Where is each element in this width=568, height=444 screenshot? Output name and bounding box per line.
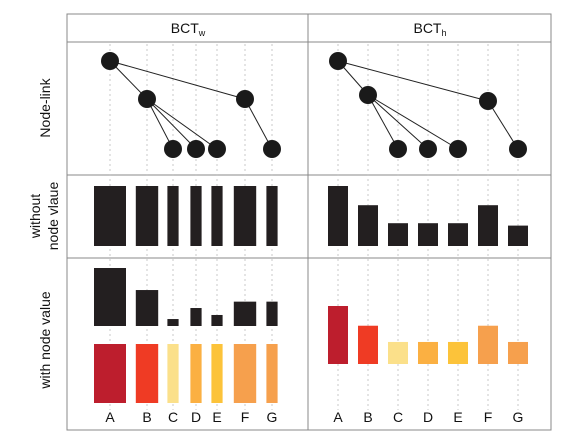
leaf-label-f: F (484, 409, 493, 425)
tree-edge (244, 98, 273, 150)
tree-node-internal-2 (236, 90, 254, 108)
tree-node-e (449, 140, 467, 158)
bar-bcth-color-g (508, 341, 528, 364)
bar-bcth-color-e (448, 341, 468, 364)
bar-bcth-color-f (478, 325, 498, 364)
bar-bctw-color-f (233, 344, 257, 403)
bar-bctw-color-g (266, 344, 278, 403)
row-label-node-link: Node-link (37, 77, 53, 137)
tree-edge (367, 94, 429, 150)
tree-edge (337, 60, 489, 102)
bar-bcth-without-a (328, 186, 348, 246)
bar-bcth-color-b (358, 325, 378, 364)
bar-bcth-without-f (478, 205, 498, 246)
tree-edge (487, 100, 519, 150)
column-header-bctw-subscript: w (198, 28, 206, 38)
column-header-bcth-title: BCT (413, 20, 441, 36)
leaf-label-e: E (453, 409, 462, 425)
bars-bctw-without-value (94, 186, 278, 246)
column-header-bcth-subscript: h (441, 28, 446, 38)
bar-bctw-value-g (266, 301, 278, 326)
leaf-label-b: B (142, 409, 151, 425)
leaf-label-d: D (191, 409, 201, 425)
bars-bctw-with-value (94, 268, 278, 403)
bars-bcth-without-value (328, 186, 528, 246)
bar-bctw-without-a (94, 186, 126, 246)
tree-node-c (389, 140, 407, 158)
bar-bctw-without-b (135, 186, 159, 246)
leaf-label-d: D (423, 409, 433, 425)
tree-edge (146, 98, 218, 150)
tree-node-internal-1 (138, 90, 156, 108)
row-label-without-line1: without (27, 194, 43, 239)
bar-bctw-without-f (233, 186, 257, 246)
bar-bcth-color-c (388, 341, 408, 364)
tree-node-d (419, 140, 437, 158)
bar-bctw-value-e (211, 314, 223, 326)
leaf-label-g: G (513, 409, 524, 425)
leaf-label-c: C (393, 409, 403, 425)
bar-bctw-color-c (167, 344, 179, 403)
bar-bctw-color-a (94, 344, 126, 403)
tree-edge (367, 94, 459, 150)
bar-bctw-value-b (135, 290, 159, 326)
bar-bctw-without-d (190, 186, 202, 246)
bar-bctw-value-f (233, 301, 257, 326)
tree-node-internal-2 (479, 92, 497, 110)
bar-bctw-color-b (135, 344, 159, 403)
bar-bcth-without-g (508, 225, 528, 246)
tree-edge (146, 98, 174, 150)
row-label-without-line2: node vlaue (45, 182, 61, 251)
tree-node-e (208, 140, 226, 158)
bar-bcth-without-d (418, 223, 438, 246)
bar-bctw-color-e (211, 344, 223, 403)
bar-bcth-without-c (388, 223, 408, 246)
leaf-label-b: B (363, 409, 372, 425)
bar-bcth-color-a (328, 306, 348, 364)
bar-bctw-value-d (190, 308, 202, 326)
tree-node-c (164, 140, 182, 158)
bars-bcth-with-value (328, 306, 528, 364)
bar-bctw-value-a (94, 268, 126, 326)
bar-bctw-color-d (190, 344, 202, 403)
tree-edge (367, 94, 399, 150)
leaf-labels-bcth: A B C D E F G (333, 409, 523, 425)
bar-bctw-value-c (167, 319, 179, 326)
tree-node-g (263, 140, 281, 158)
leaf-label-c: C (168, 409, 178, 425)
leaf-label-e: E (212, 409, 221, 425)
leaf-label-a: A (333, 409, 343, 425)
bar-bctw-without-g (266, 186, 278, 246)
bar-bcth-color-d (418, 341, 438, 364)
column-header-bcth: BCTh (413, 20, 446, 38)
tree-node-root (329, 52, 347, 70)
bar-bcth-without-b (358, 205, 378, 246)
column-header-bctw: BCTw (171, 20, 206, 38)
bar-bcth-without-e (448, 223, 468, 246)
leaf-label-g: G (267, 409, 278, 425)
bar-bctw-without-c (167, 186, 179, 246)
node-link-tree-bctw (101, 52, 281, 158)
row-label-with-node-value: with node value (37, 291, 53, 390)
tree-node-internal-1 (359, 86, 377, 104)
panel-frame (66, 13, 552, 431)
node-link-tree-bcth (329, 52, 527, 158)
leaf-label-a: A (105, 409, 115, 425)
tree-edge (146, 98, 197, 150)
bar-bctw-without-e (211, 186, 223, 246)
tree-node-d (187, 140, 205, 158)
leaf-label-f: F (241, 409, 250, 425)
tree-edge (109, 60, 246, 100)
tree-node-g (509, 140, 527, 158)
column-header-bctw-title: BCT (171, 20, 199, 36)
tree-node-root (101, 52, 119, 70)
